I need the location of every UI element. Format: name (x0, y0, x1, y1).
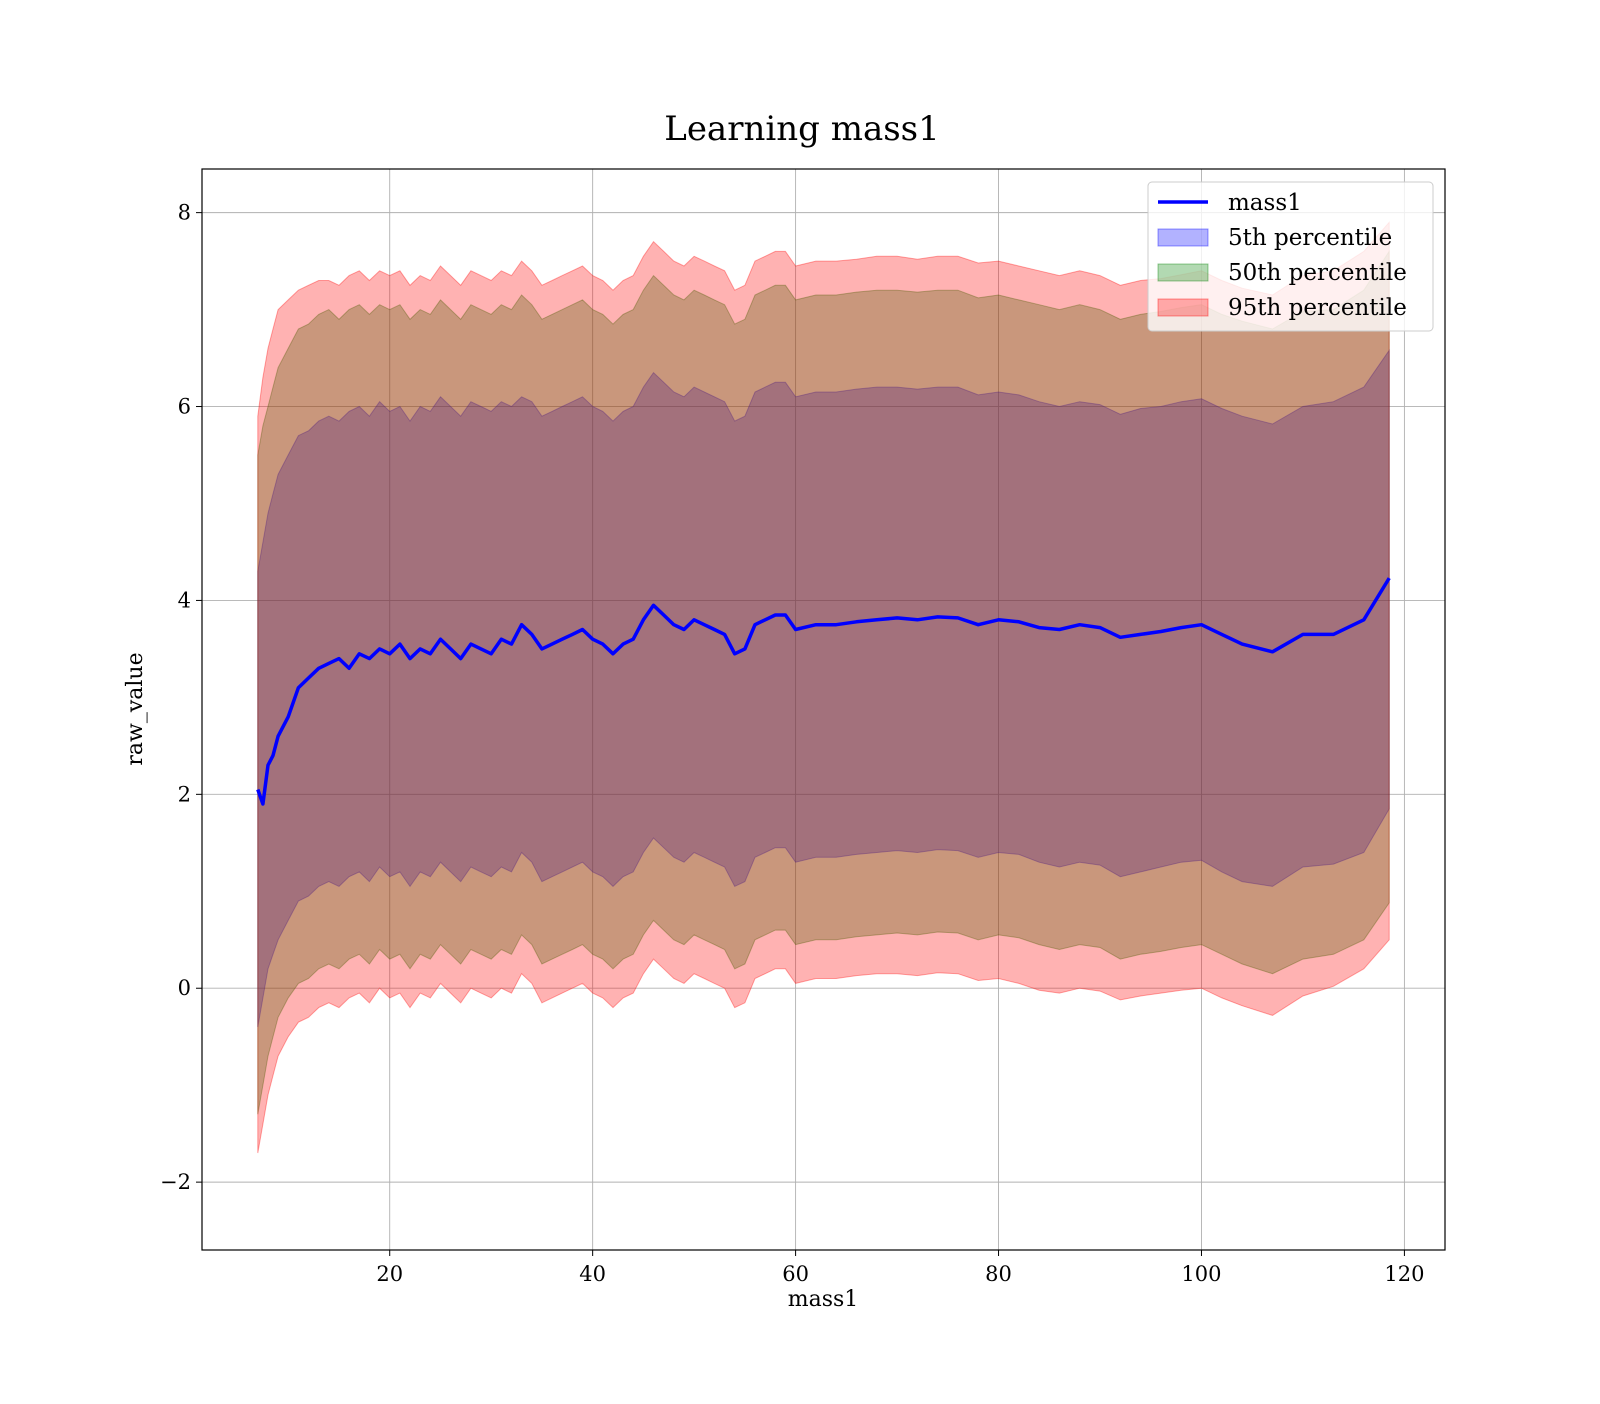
y-tick-label: 2 (178, 782, 191, 806)
x-axis-label: mass1 (788, 1287, 859, 1312)
series-line-mass1 (256, 577, 1391, 806)
legend-label: mass1 (1228, 190, 1302, 216)
x-tick-label: 20 (376, 1262, 403, 1286)
grid-layer (202, 169, 1445, 1250)
band-50th-percentile (257, 249, 1390, 1115)
legend-swatch-patch (1157, 228, 1209, 247)
x-tick-label: 40 (579, 1262, 606, 1286)
y-axis-label: raw_value (123, 652, 148, 765)
y-tick-label: 8 (178, 201, 191, 225)
x-axis-ticks: 20 40 60 80 100 120 (376, 1250, 1424, 1286)
bands-layer (257, 220, 1390, 1154)
y-axis-ticks: −2 0 2 4 6 8 (160, 201, 202, 1194)
legend-swatch-patch (1157, 298, 1209, 317)
legend-label: 5th percentile (1228, 225, 1392, 251)
y-tick-label: −2 (160, 1170, 191, 1194)
legend-swatch-patch (1157, 263, 1209, 282)
plot-frame (201, 168, 1446, 1251)
band-95th-percentile (257, 220, 1390, 1154)
x-tick-label: 80 (985, 1262, 1012, 1286)
band-5th-percentile (257, 348, 1390, 1028)
legend-items: mass1 5th percentile 50th percentile 95th p… (1157, 190, 1407, 321)
legend: mass1 5th percentile 50th percentile 95th p… (1147, 181, 1434, 332)
y-tick-label: 6 (178, 395, 191, 419)
legend-box (1147, 181, 1434, 332)
line-layer (256, 577, 1391, 806)
chart-title: Learning mass1 (664, 109, 940, 149)
x-tick-label: 120 (1384, 1262, 1424, 1286)
y-tick-label: 0 (178, 976, 191, 1000)
legend-label: 95th percentile (1228, 295, 1407, 321)
y-tick-label: 4 (178, 588, 191, 612)
x-tick-label: 100 (1181, 1262, 1221, 1286)
legend-label: 50th percentile (1228, 260, 1407, 286)
x-tick-label: 60 (782, 1262, 809, 1286)
